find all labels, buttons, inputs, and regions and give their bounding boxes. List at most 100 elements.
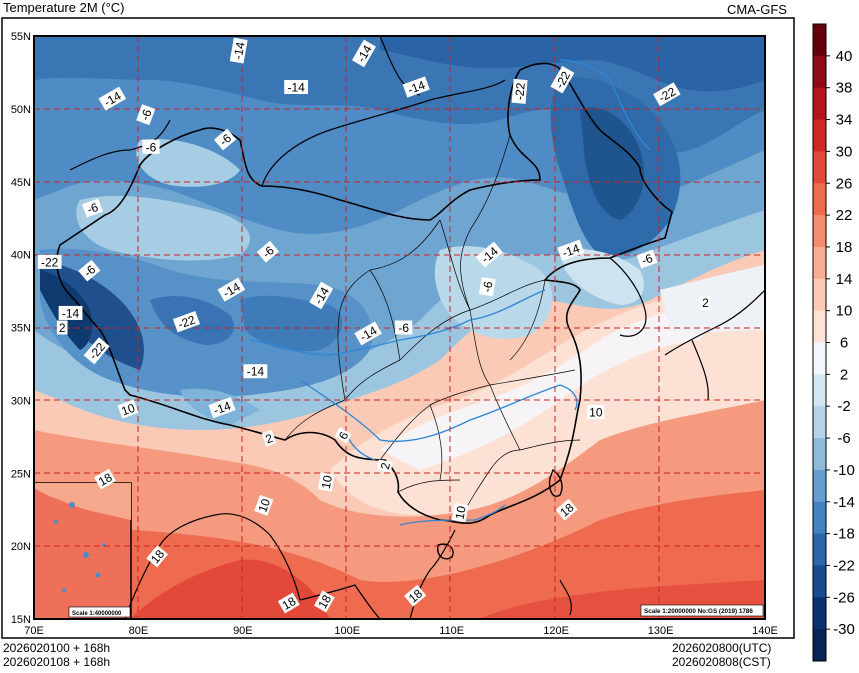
contour-label-box	[37, 254, 62, 269]
legend-label: 26	[836, 175, 853, 192]
legend-swatch	[813, 183, 826, 216]
contour-label: -14	[243, 364, 268, 379]
legend-label: 18	[836, 239, 853, 256]
contour-label-box	[208, 397, 236, 419]
contour-label-box	[550, 65, 575, 94]
contour-label-text: -22	[512, 82, 527, 101]
contour-label-box	[277, 592, 300, 614]
footer-valid-time: 2026020800(UTC) 2026020808(CST)	[672, 641, 771, 669]
contour-label-box	[313, 590, 335, 613]
contour-label: 18	[94, 468, 116, 490]
legend-label: 30	[836, 143, 853, 160]
lat-label: 45N	[11, 177, 31, 189]
lat-label: 30N	[11, 395, 31, 407]
legend-swatch	[813, 215, 826, 248]
contour-label: 2	[377, 459, 393, 473]
contour-label: -22	[37, 254, 62, 269]
contour-label-box	[309, 281, 334, 310]
model-source: CMA-GFS	[727, 2, 787, 17]
legend-swatch	[813, 246, 826, 280]
contour-label-text: -14	[560, 241, 581, 260]
contour-label-box	[78, 259, 101, 282]
contour-label-text: 2	[264, 431, 275, 447]
contour-label-text: 18	[280, 594, 299, 613]
legend-label: 40	[836, 48, 853, 65]
legend-label: -26	[833, 589, 855, 606]
contour-label: -6	[136, 104, 156, 126]
contour-label: 10	[451, 502, 469, 523]
contour-label-box	[318, 472, 335, 492]
contour-label-text: -6	[398, 321, 409, 335]
legend-swatch	[813, 24, 826, 57]
contour-label-text: -14	[287, 81, 305, 95]
inset-scale-label: Scale 1:40000000	[72, 611, 122, 617]
contour-label: -6	[256, 240, 280, 263]
contour-label-box	[261, 429, 277, 447]
contour-label: -14	[402, 76, 430, 98]
chart-title: Temperature 2M (°C)	[3, 0, 125, 15]
contour-label-box	[555, 498, 578, 521]
contour-label-text: 2	[378, 461, 393, 470]
contour-label-box	[146, 545, 169, 568]
contour-label-box	[451, 502, 469, 523]
legend-label: 6	[840, 335, 848, 352]
footer-right-line1: 2026020800(UTC)	[672, 641, 772, 655]
contour-label-box	[94, 468, 116, 490]
legend-swatch	[813, 87, 826, 121]
contour-label-box	[557, 239, 585, 261]
scale-label: Scale 1:20000000 No:GS (2019) 1786	[644, 608, 753, 615]
footer-left-line2: 2026020108 + 168h	[3, 655, 111, 669]
contour-label-text: -6	[138, 107, 155, 122]
contour-label-box	[217, 277, 246, 302]
contour-label: 18	[555, 498, 578, 521]
contour-label-text: 18	[96, 470, 115, 489]
contour-label-box	[404, 584, 427, 607]
footer-right-line2: 2026020808(CST)	[672, 655, 771, 669]
contour-label-box	[334, 427, 352, 444]
legend-label: 10	[836, 303, 853, 320]
lon-label: 90E	[233, 625, 253, 637]
contour-label-box	[377, 459, 393, 473]
contour-label: -22	[172, 311, 201, 333]
contour-label: 2	[700, 295, 711, 310]
contour-label: 10	[587, 405, 605, 420]
contour-label: 2	[56, 320, 68, 335]
contour-label: 2	[261, 429, 277, 447]
legend-swatch	[813, 151, 826, 184]
contour-label-text: -6	[480, 280, 496, 293]
lat-label: 35N	[11, 323, 31, 335]
contour-label: -14	[284, 80, 309, 95]
lat-label: 55N	[11, 31, 31, 43]
legend-swatch	[813, 406, 826, 439]
legend-swatch	[813, 119, 826, 152]
contour-label-box	[478, 277, 496, 297]
contour-label-box	[351, 39, 377, 68]
contour-label-text: 2	[59, 321, 66, 335]
contour-label-text: -6	[640, 251, 655, 268]
legend-label: -22	[833, 557, 855, 574]
legend-label: -14	[833, 494, 855, 511]
lon-label: 130E	[648, 625, 674, 637]
contour-label-text: -14	[231, 41, 248, 61]
lat-label: 15N	[11, 614, 31, 626]
contour-label-box	[354, 321, 382, 346]
contour-label-text: 2	[702, 296, 709, 310]
legend-swatch	[813, 565, 826, 598]
legend-swatch	[813, 597, 826, 630]
legend-label: -6	[837, 430, 850, 447]
contour-label-box	[395, 320, 413, 335]
lon-label: 110E	[439, 625, 464, 637]
legend-swatch	[813, 55, 826, 89]
contour-label: 10	[254, 494, 274, 516]
legend-label: 14	[836, 271, 853, 288]
lon-label: 140E	[752, 625, 778, 637]
contour-label-box	[254, 494, 274, 516]
contour-label: -6	[478, 277, 496, 297]
lon-label: 100E	[334, 625, 360, 637]
legend-label: 2	[840, 366, 848, 383]
legend-swatch	[813, 501, 826, 535]
contour-label-box	[284, 80, 309, 95]
contour-label-box	[653, 82, 681, 107]
contour-label-box	[229, 37, 248, 64]
contour-label: 18	[277, 592, 300, 614]
